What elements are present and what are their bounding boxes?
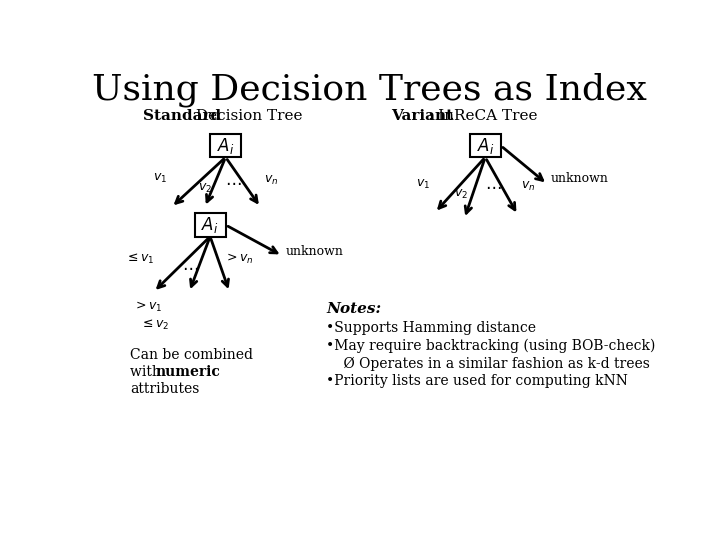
Text: Using Decision Trees as Index: Using Decision Trees as Index [91,72,647,107]
Text: with: with [130,365,166,379]
Text: Decision Tree: Decision Tree [191,110,302,124]
Text: unknown: unknown [285,245,343,258]
Text: $>v_n$: $>v_n$ [224,252,253,266]
Text: $v_n$: $v_n$ [521,180,536,193]
Text: Standard: Standard [143,110,221,124]
Text: •Priority lists are used for computing kNN: •Priority lists are used for computing k… [326,374,629,388]
Text: Notes:: Notes: [326,302,382,316]
Text: attributes: attributes [130,382,199,396]
Text: •Supports Hamming distance: •Supports Hamming distance [326,321,536,335]
Text: Can be combined: Can be combined [130,348,253,362]
Text: $A_i$: $A_i$ [217,136,234,156]
Text: : InReCA Tree: : InReCA Tree [428,110,537,124]
Text: $v_n$: $v_n$ [264,174,279,187]
Text: $A_i$: $A_i$ [477,136,494,156]
Text: $>v_1$: $>v_1$ [132,300,162,314]
Text: $v_1$: $v_1$ [416,178,431,191]
Text: $v_2$: $v_2$ [454,187,468,201]
Text: unknown: unknown [551,172,609,185]
Bar [469,134,500,157]
Text: $\ldots$: $\ldots$ [182,256,199,273]
Text: Variant: Variant [391,110,453,124]
Text: •May require backtracking (using BOB-check): •May require backtracking (using BOB-che… [326,339,656,353]
Text: $\ldots$: $\ldots$ [225,172,242,189]
Text: $A_i$: $A_i$ [202,215,219,235]
Text: $v_2$: $v_2$ [198,181,212,194]
Text: $\ldots$: $\ldots$ [485,176,501,193]
Text: $\leq v_1$: $\leq v_1$ [125,252,154,266]
Text: numeric: numeric [156,365,221,379]
Text: $v_1$: $v_1$ [153,172,168,185]
Text: $\leq v_2$: $\leq v_2$ [140,318,170,332]
Bar [210,134,241,157]
Bar [194,213,225,237]
Text: Ø Operates in a similar fashion as k-d trees: Ø Operates in a similar fashion as k-d t… [326,356,650,371]
